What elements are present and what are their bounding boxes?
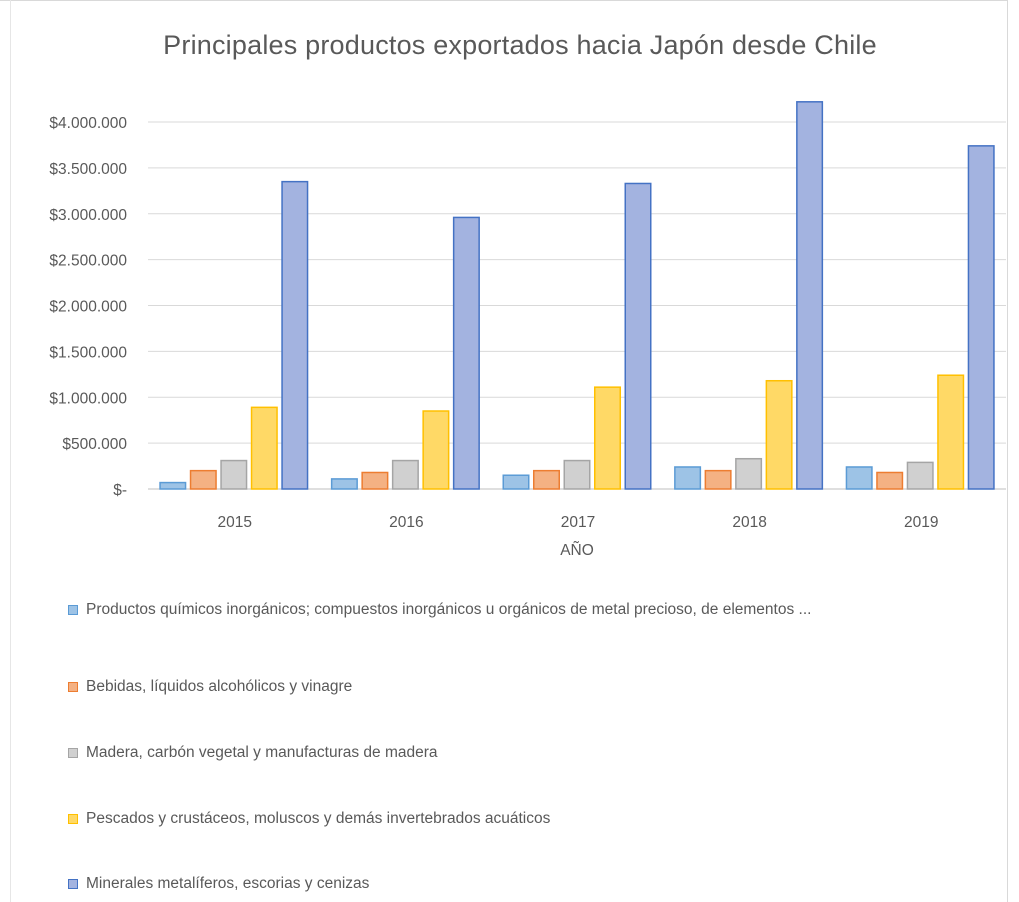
- bar: [220, 459, 248, 490]
- y-tick-label: $4.000.000: [49, 115, 127, 132]
- chart-frame-top: [0, 0, 1008, 1]
- bar: [189, 469, 217, 490]
- bar: [159, 481, 187, 490]
- bar: [704, 469, 732, 490]
- y-tick-label: $1.500.000: [49, 344, 127, 361]
- bar: [533, 469, 560, 490]
- bar: [502, 474, 530, 490]
- legend-swatch: [68, 879, 78, 889]
- bar: [391, 459, 419, 490]
- legend-label: Pescados y crustáceos, moluscos y demás …: [86, 810, 551, 827]
- bar: [330, 478, 358, 490]
- bar: [906, 461, 934, 490]
- legend-label: Productos químicos inorgánicos; compuest…: [86, 601, 812, 618]
- bar: [735, 457, 763, 490]
- bar: [765, 379, 793, 490]
- y-tick-label: $3.500.000: [49, 161, 127, 178]
- bar: [937, 374, 965, 490]
- bar: [967, 145, 995, 490]
- bar: [422, 410, 450, 490]
- x-tick-label: 2016: [389, 514, 423, 531]
- chart-frame-left: [10, 0, 11, 902]
- legend-swatch: [68, 748, 78, 758]
- y-tick-label: $-: [113, 482, 127, 499]
- bar: [876, 471, 904, 490]
- bar: [250, 406, 278, 490]
- x-axis-title: AÑO: [560, 542, 594, 559]
- x-tick-label: 2018: [732, 514, 766, 531]
- y-tick-label: $1.000.000: [49, 390, 127, 407]
- x-tick-label: 2019: [904, 514, 938, 531]
- bar: [361, 471, 389, 490]
- bar: [796, 101, 824, 490]
- bar: [624, 182, 652, 490]
- y-tick-label: $3.000.000: [49, 207, 127, 224]
- x-tick-label: 2015: [218, 514, 252, 531]
- chart-title: Principales productos exportados hacia J…: [163, 30, 877, 60]
- bar: [452, 216, 480, 490]
- legend-swatch: [68, 814, 78, 824]
- bar: [594, 386, 621, 490]
- bar-chart: $- $500.000 $1.000.000 $1.500.000 $2.000.000…: [49, 101, 1006, 559]
- legend-swatch: [68, 682, 78, 692]
- chart-frame-right: [1007, 0, 1008, 902]
- legend-label: Minerales metalíferos, escorias y ceniza…: [86, 875, 370, 892]
- bar: [563, 459, 591, 490]
- legend-label: Madera, carbón vegetal y manufacturas de…: [86, 744, 438, 761]
- y-tick-label: $500.000: [62, 436, 127, 453]
- y-tick-label: $2.000.000: [49, 299, 127, 316]
- x-tick-label: 2017: [561, 514, 595, 531]
- bar: [674, 466, 702, 490]
- y-tick-label: $2.500.000: [49, 253, 127, 270]
- legend-label: Bebidas, líquidos alcohólicos y vinagre: [86, 678, 353, 695]
- bar: [281, 180, 309, 490]
- bar: [845, 466, 873, 490]
- legend-swatch: [68, 605, 78, 615]
